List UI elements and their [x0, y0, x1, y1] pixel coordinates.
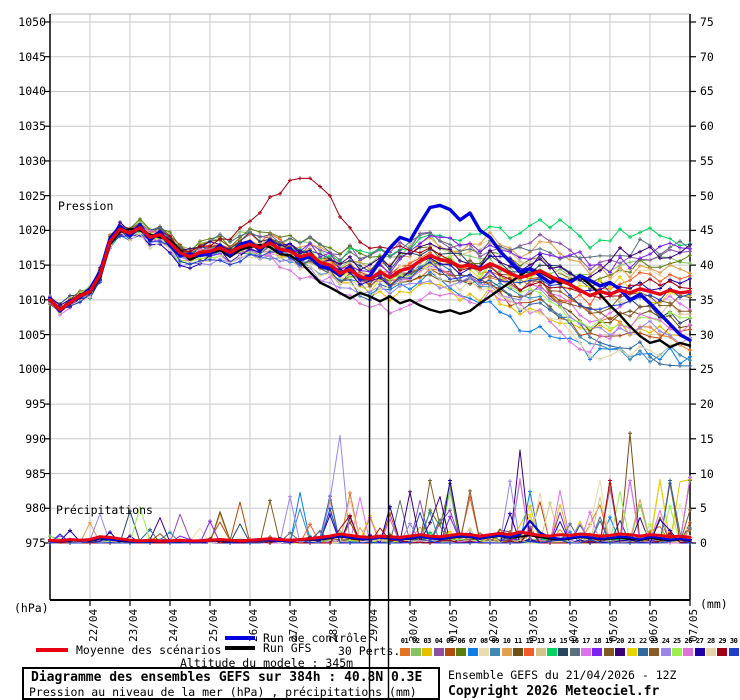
ensemble-chart-svg — [44, 13, 696, 700]
meteogram-page: 1050 1045 1040 1035 1030 1025 1020 1015 1010 1005… — [14, 13, 739, 700]
